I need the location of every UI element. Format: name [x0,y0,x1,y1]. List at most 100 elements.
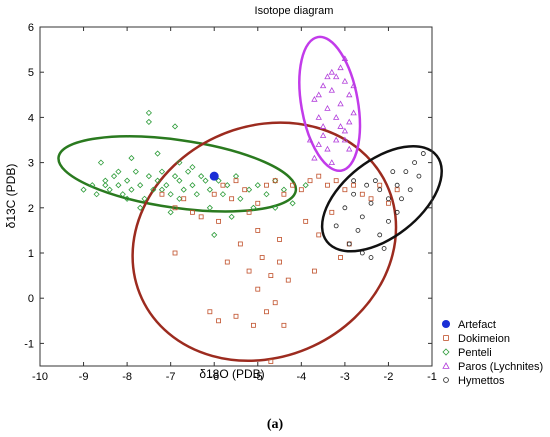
data-point [403,169,409,175]
data-point [272,178,278,184]
data-point [246,186,253,193]
data-point [119,191,126,198]
plot-frame [39,26,433,367]
y-tick-label: 0 [28,293,34,305]
data-point [332,136,340,143]
data-point [263,191,270,198]
data-point [154,150,161,157]
data-point [342,187,348,193]
legend-label: Paros (Lychnites) [458,361,543,373]
data-point [377,187,383,193]
y-tick-label: 2 [28,203,34,215]
data-point [315,114,322,120]
y-axis-ticks: -1 0 1 2 3 4 5 6 [24,22,432,350]
data-point [399,196,404,202]
data-point [219,191,226,198]
series-hymettos [333,151,426,260]
data-point [341,77,349,84]
x-tick-label: -3 [340,371,350,383]
legend-label: Hymettos [458,375,505,387]
legend-item: Hymettos [443,375,505,387]
legend-item: Penteli [442,347,492,359]
data-point [246,209,252,215]
y-tick-label: 3 [28,158,34,170]
data-point [324,73,331,80]
data-point [368,255,374,260]
legend-item: Artefact [441,319,496,331]
data-point [97,159,105,166]
data-point [255,286,261,292]
data-point [232,173,240,180]
data-point [215,177,222,184]
data-point [209,171,219,181]
data-point [181,196,187,202]
figure-caption: (a) [267,417,284,432]
data-point [333,223,339,229]
x-tick-label: -10 [32,371,48,383]
x-tick-label: -1 [427,371,437,383]
series-penteli [80,109,309,238]
data-point [124,177,131,184]
legend: Artefact Dokimeion Penteli Paros (Lychnites… [441,319,543,387]
x-tick-label: -4 [296,371,306,383]
data-point [311,268,317,274]
data-point [316,173,322,179]
data-point [350,109,357,116]
data-point [154,177,161,184]
data-point [207,309,213,315]
data-point [346,241,352,247]
data-point [381,246,387,251]
data-point [281,322,287,328]
data-point [386,196,391,202]
data-point [163,182,170,189]
data-point [190,209,195,215]
data-point [332,114,340,120]
data-point [268,359,274,364]
data-point [171,123,179,130]
y-axis-label: δ13C (PDB) [4,164,18,229]
data-point [337,64,344,71]
data-point [307,178,313,184]
data-point [289,200,296,207]
data-point [390,169,396,175]
series-paros-lychnites [306,55,357,166]
data-point [167,209,174,216]
chart-title: Isotope diagram [255,5,334,17]
data-point [442,362,450,369]
data-point [407,187,413,193]
data-point [172,205,178,211]
data-point [137,204,144,211]
data-point [150,186,157,193]
data-point [80,186,87,193]
data-point [233,178,239,184]
data-point [311,154,318,161]
data-point [377,232,383,238]
data-point [167,191,174,198]
data-point [264,309,269,315]
legend-item: Dokimeion [443,333,510,345]
data-point [228,213,235,220]
ellipse-penteli [57,135,298,213]
data-point [337,100,344,107]
x-tick-label: -2 [384,371,394,383]
legend-item: Paros (Lychnites) [442,361,543,373]
data-point [128,155,135,162]
data-point [420,151,426,156]
data-point [328,68,336,75]
data-point [145,173,152,180]
data-point [89,182,96,189]
data-point [311,95,318,102]
data-point [316,232,322,238]
data-point [351,191,357,197]
data-point [141,195,148,202]
data-point [185,168,192,175]
data-point [341,136,349,143]
data-point [442,348,450,356]
data-point [264,182,269,188]
data-point [281,191,287,197]
y-tick-label: 1 [28,248,34,260]
data-point [280,186,287,193]
data-point [329,209,335,215]
data-point [255,227,261,233]
data-point [351,182,357,188]
